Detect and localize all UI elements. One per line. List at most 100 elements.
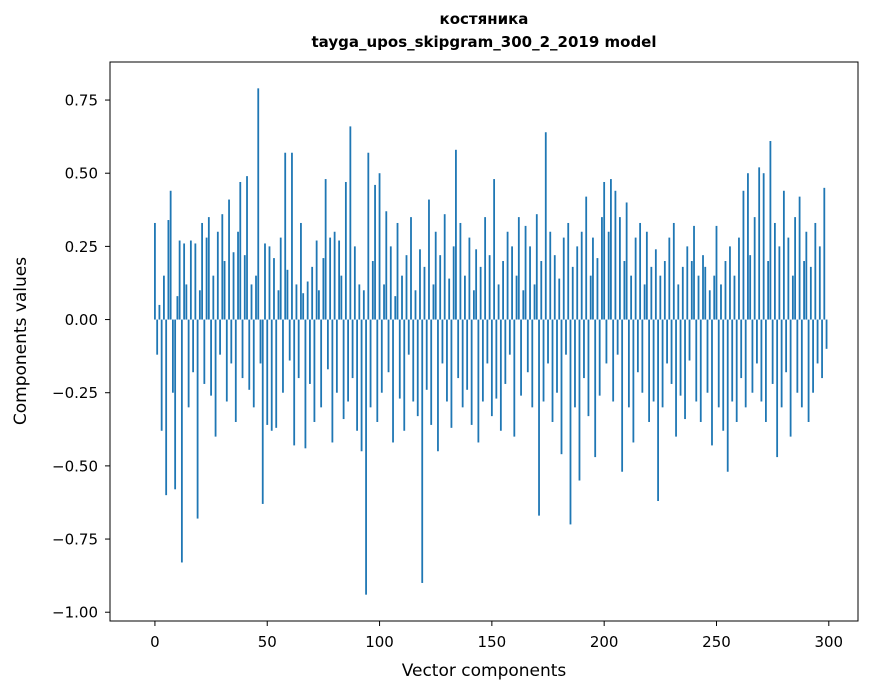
bar xyxy=(688,319,691,361)
bar xyxy=(403,319,406,431)
bar xyxy=(807,319,810,422)
bar xyxy=(798,196,801,320)
bar xyxy=(641,319,644,393)
bar xyxy=(284,152,287,320)
bar xyxy=(479,266,482,320)
bar xyxy=(255,275,257,320)
bar xyxy=(538,319,540,516)
bar xyxy=(387,319,390,373)
bar xyxy=(464,275,466,320)
bar xyxy=(338,240,341,320)
bar xyxy=(773,222,776,320)
bar xyxy=(733,275,736,320)
bar xyxy=(722,319,725,431)
bar xyxy=(302,293,305,320)
bar xyxy=(616,319,619,355)
bar xyxy=(565,319,567,355)
bar xyxy=(778,246,781,320)
x-tick-label: 250 xyxy=(702,633,731,651)
bar xyxy=(367,152,370,320)
bar xyxy=(690,261,693,320)
y-tick-label: −0.25 xyxy=(52,384,98,402)
bar xyxy=(738,237,740,320)
bar xyxy=(762,173,765,320)
bar xyxy=(580,231,583,320)
bar xyxy=(713,275,716,320)
bar xyxy=(740,319,743,379)
x-tick-label: 150 xyxy=(478,633,507,651)
bar xyxy=(335,319,338,393)
bar xyxy=(675,319,677,437)
bar xyxy=(549,231,552,320)
bar xyxy=(205,237,208,320)
y-tick-label: 0.00 xyxy=(65,311,98,329)
bar xyxy=(196,319,199,519)
bar xyxy=(342,319,345,420)
bar xyxy=(809,266,812,320)
bar xyxy=(441,319,444,364)
bar xyxy=(232,252,235,320)
bar xyxy=(439,255,442,320)
bar xyxy=(291,152,293,320)
bar xyxy=(612,319,615,402)
bar xyxy=(758,167,761,320)
y-tick-label: −1.00 xyxy=(52,604,98,622)
bar xyxy=(717,319,720,408)
bar xyxy=(389,246,392,320)
bar xyxy=(320,319,323,408)
bar xyxy=(621,319,624,472)
bar xyxy=(753,217,756,320)
x-axis-label: Vector components xyxy=(402,661,567,681)
bar xyxy=(825,319,828,349)
bar xyxy=(803,261,805,320)
bar xyxy=(221,214,224,320)
bar xyxy=(686,246,689,320)
bar xyxy=(446,319,448,402)
bar xyxy=(765,319,767,422)
bar xyxy=(392,319,394,443)
bar xyxy=(702,255,704,320)
bar xyxy=(695,319,698,402)
bar xyxy=(490,319,493,417)
bar xyxy=(708,290,711,320)
bar xyxy=(470,319,473,425)
y-tick-label: 0.50 xyxy=(65,165,98,183)
bar xyxy=(185,284,188,320)
bar xyxy=(154,222,156,320)
bar xyxy=(634,237,637,320)
bar xyxy=(333,231,336,320)
bar xyxy=(670,319,673,384)
bar xyxy=(789,319,792,437)
bar xyxy=(264,243,266,320)
bar xyxy=(282,319,284,393)
chart-title: костяника xyxy=(440,10,529,28)
bar xyxy=(780,319,783,408)
bar xyxy=(214,319,217,437)
bar xyxy=(239,181,242,320)
bar xyxy=(663,261,666,320)
bar xyxy=(315,240,318,320)
bar xyxy=(657,319,659,502)
bar xyxy=(623,261,626,320)
bar xyxy=(594,319,597,458)
bar xyxy=(178,240,181,320)
bar xyxy=(340,275,343,320)
bar xyxy=(547,319,549,364)
bar xyxy=(605,319,608,364)
y-tick-label: 0.25 xyxy=(65,238,98,256)
bar xyxy=(207,217,210,320)
bar xyxy=(720,284,722,320)
bar xyxy=(344,181,347,320)
bar xyxy=(257,88,260,320)
bar xyxy=(428,199,430,320)
bar xyxy=(744,319,747,408)
bar xyxy=(672,222,675,320)
bar xyxy=(520,319,522,396)
bar xyxy=(385,211,388,320)
bar xyxy=(430,319,433,425)
y-tick-label: −0.75 xyxy=(52,531,98,549)
bar xyxy=(562,237,565,320)
bar xyxy=(163,275,165,320)
bar xyxy=(376,319,379,422)
bar xyxy=(821,319,823,379)
